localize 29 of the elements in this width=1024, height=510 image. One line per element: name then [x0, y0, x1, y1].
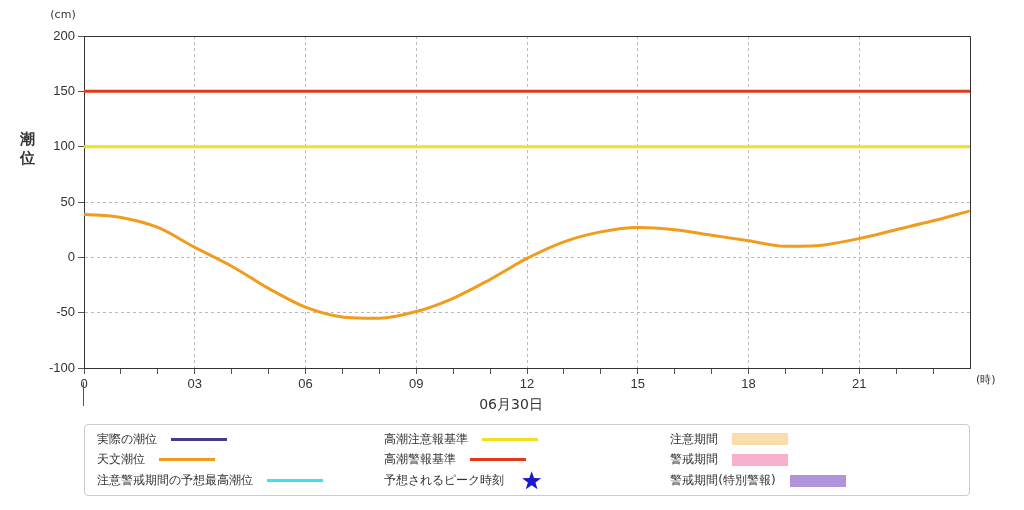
- text: (時): [976, 372, 996, 386]
- text: (cm): [50, 7, 76, 21]
- y-tick-label: 100: [53, 138, 75, 154]
- legend-label: 予想されるピーク時刻: [383, 472, 504, 490]
- legend-label: 高潮注意報基準: [383, 430, 468, 448]
- legend-label: 高潮警報基準: [383, 451, 456, 469]
- y-tick-label: 50: [60, 193, 75, 209]
- legend-label: 警戒期間(特別警報): [670, 472, 776, 490]
- y-tick-label: 200: [53, 27, 75, 43]
- x-tick-label: 0: [80, 376, 88, 392]
- x-tick-label: 21: [852, 376, 867, 392]
- x-axis-title: 06月30日: [479, 395, 543, 412]
- x-tick-label: 15: [630, 376, 645, 392]
- y-axis-title: 潮位: [18, 130, 35, 168]
- legend-label: 天文潮位: [97, 451, 145, 469]
- y-tick-label: -100: [48, 359, 75, 375]
- legend-label: 警戒期間: [670, 451, 719, 469]
- x-tick-label: 12: [519, 376, 535, 392]
- legend-label: 実際の潮位: [97, 430, 157, 448]
- x-tick-label: 18: [741, 376, 756, 392]
- x-tick-label: 03: [187, 376, 202, 392]
- x-tick-label: 09: [409, 376, 424, 392]
- legend-label: 注意期間: [670, 430, 719, 448]
- x-tick-label: 06: [298, 376, 313, 392]
- y-tick-label: 0: [67, 248, 75, 264]
- legend-label: 注意警戒期間の予想最高潮位: [97, 472, 253, 490]
- line-series: [82, 209, 972, 320]
- y-tick-label: 150: [53, 82, 75, 98]
- y-tick-label: -50: [56, 304, 75, 320]
